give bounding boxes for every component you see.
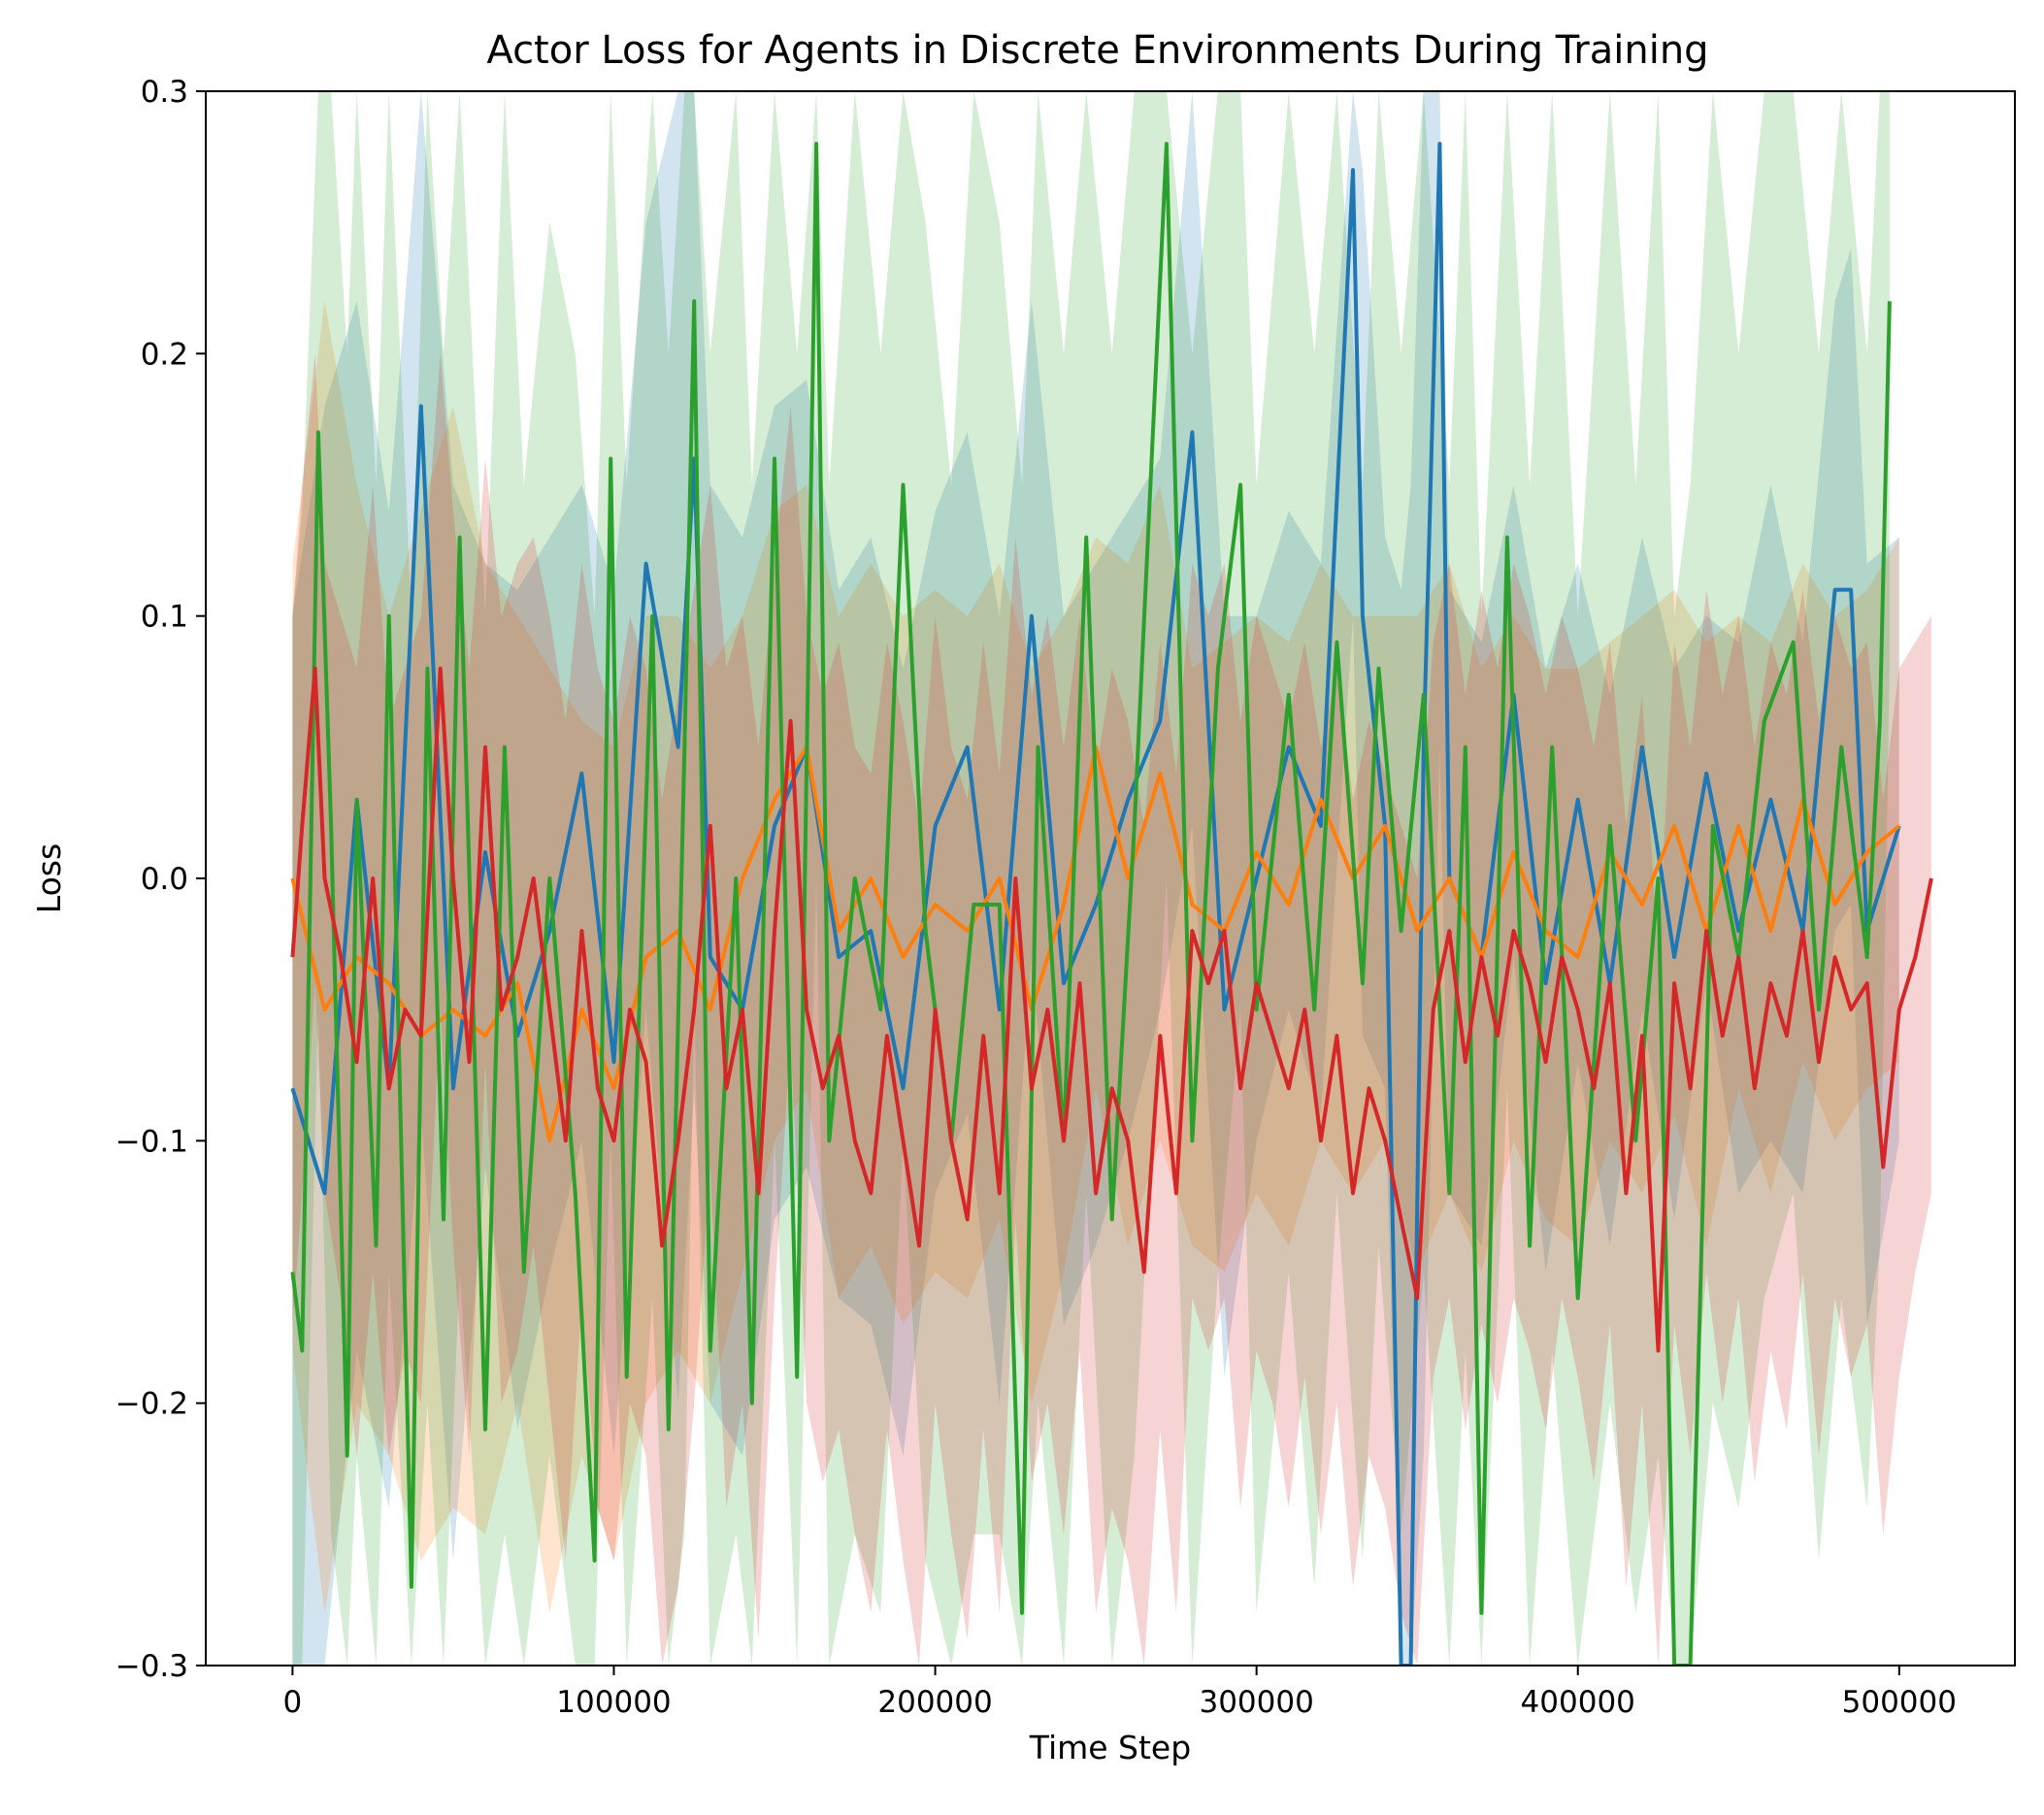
x-axis-label: Time Step — [1029, 1729, 1191, 1766]
x-tick-label: 0 — [283, 1685, 303, 1720]
y-tick-label: −0.2 — [115, 1387, 188, 1422]
y-tick-label: 0.1 — [141, 600, 188, 635]
y-tick-label: 0.0 — [141, 862, 188, 897]
series-lines — [290, 142, 1933, 1666]
x-axis-ticks: 0 100000 200000 300000 400000 500000 — [283, 1666, 1957, 1720]
plot-area — [290, 91, 1933, 1666]
y-axis-ticks: −0.3 −0.2 −0.1 0.0 0.1 0.2 0.3 — [115, 75, 206, 1684]
x-tick-label: 300000 — [1199, 1685, 1313, 1720]
x-tick-label: 400000 — [1521, 1685, 1635, 1720]
x-tick-label: 100000 — [556, 1685, 671, 1720]
y-tick-label: −0.1 — [115, 1124, 188, 1159]
y-tick-label: 0.2 — [141, 337, 188, 372]
y-axis-label: Loss — [30, 843, 68, 913]
x-tick-label: 200000 — [877, 1685, 992, 1720]
y-tick-label: −0.3 — [115, 1649, 188, 1684]
series-1-line — [290, 142, 1901, 1666]
series-2-band — [292, 301, 1899, 1613]
y-tick-label: 0.3 — [141, 75, 188, 110]
chart-title: Actor Loss for Agents in Discrete Enviro… — [486, 28, 1708, 73]
x-tick-label: 500000 — [1842, 1685, 1957, 1720]
series-4-line — [290, 666, 1933, 1353]
